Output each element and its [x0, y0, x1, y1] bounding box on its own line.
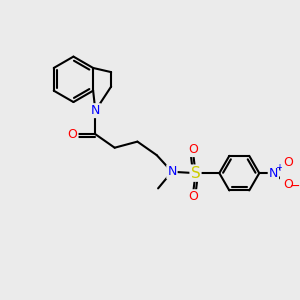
Text: O: O: [68, 128, 78, 141]
Text: O: O: [188, 190, 198, 203]
Text: O: O: [283, 156, 293, 169]
Text: O: O: [188, 143, 198, 156]
Text: +: +: [275, 163, 283, 172]
Text: N: N: [91, 104, 100, 117]
Text: −: −: [290, 180, 300, 193]
Text: O: O: [283, 178, 293, 191]
Text: N: N: [269, 167, 278, 180]
Text: N: N: [167, 165, 177, 178]
Text: S: S: [190, 166, 200, 181]
